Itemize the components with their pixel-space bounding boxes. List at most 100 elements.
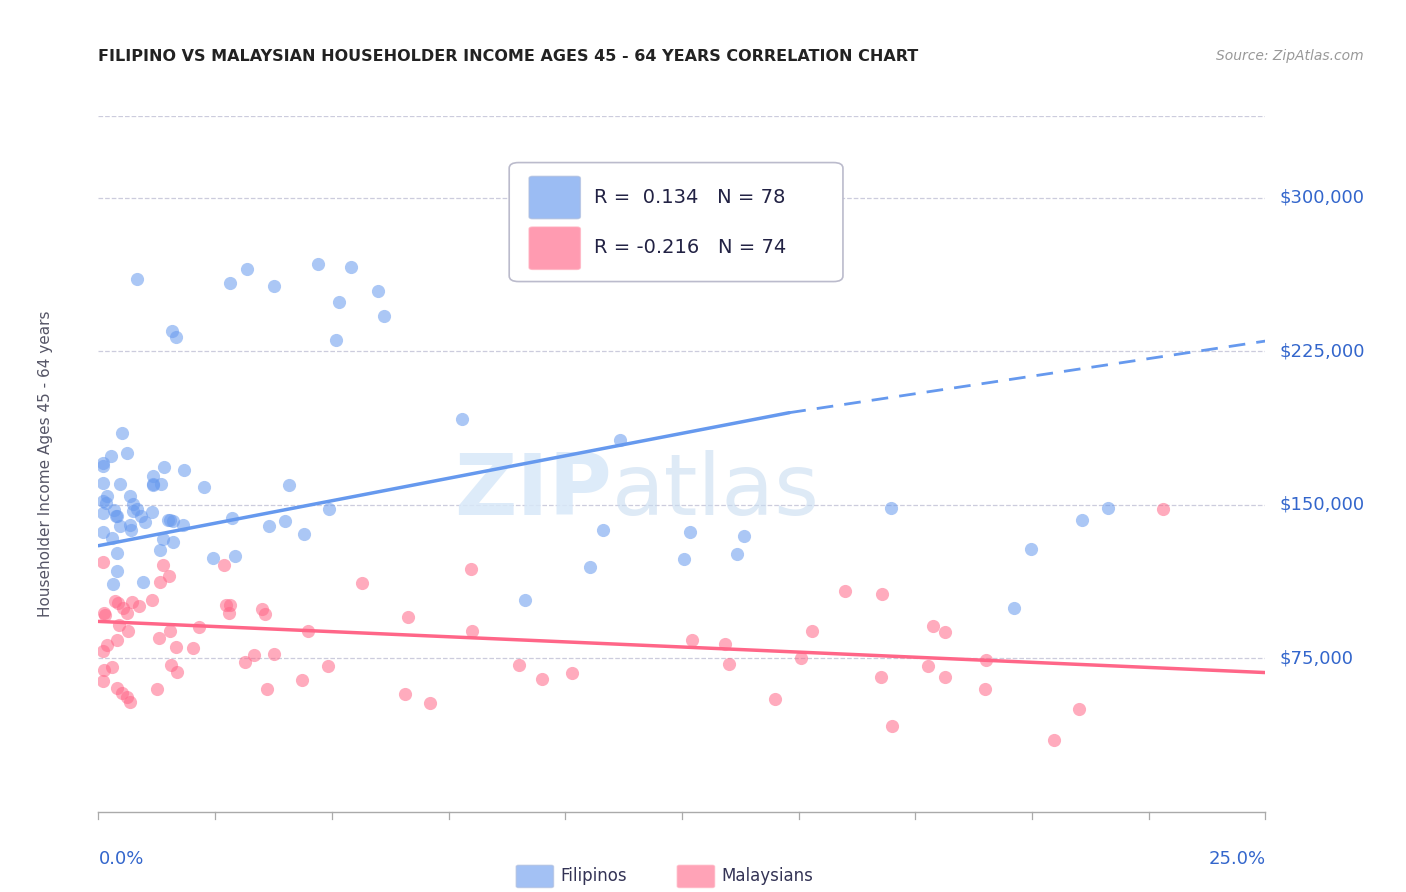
Point [218,606,240,620]
Point [578,559,600,574]
Point [166,665,188,680]
Point [165,330,187,344]
Text: R =  0.134   N = 78: R = 0.134 N = 78 [595,187,786,207]
Point [105,632,128,647]
Point [117,624,139,639]
Point [159,513,181,527]
Point [250,601,273,615]
Point [105,509,128,524]
Point [328,295,350,310]
Point [561,666,583,681]
Point [461,624,484,639]
Point [91,458,114,473]
Point [96,489,118,503]
Point [120,517,142,532]
Point [678,525,700,540]
Point [134,516,156,530]
Point [201,550,224,565]
Text: Malaysians: Malaysians [721,867,814,885]
FancyBboxPatch shape [516,865,554,888]
Point [243,648,266,662]
Point [307,257,329,271]
Point [157,513,180,527]
Point [253,607,276,622]
Point [1004,600,1026,615]
Point [120,489,142,503]
Point [101,577,124,591]
Point [122,497,145,511]
Point [880,719,903,733]
Point [149,542,172,557]
FancyBboxPatch shape [529,227,581,269]
Text: Source: ZipAtlas.com: Source: ZipAtlas.com [1216,49,1364,63]
Point [181,641,204,656]
Point [257,519,280,533]
Point [592,524,614,538]
Text: $225,000: $225,000 [1279,343,1365,360]
Point [162,514,184,528]
Point [530,672,553,686]
Point [108,519,131,533]
Point [870,587,893,601]
Point [142,478,165,492]
Text: Householder Income Ages 45 - 64 years: Householder Income Ages 45 - 64 years [38,310,53,617]
Point [609,433,631,447]
Point [373,309,395,323]
Point [159,624,181,638]
Point [173,463,195,477]
Point [91,476,114,491]
Point [297,624,319,638]
Point [101,531,124,545]
Point [105,509,128,524]
Point [292,526,315,541]
Point [121,595,143,609]
Point [91,674,114,689]
Point [318,502,340,516]
Point [132,575,155,590]
Point [91,506,114,520]
Point [94,608,117,623]
Point [396,609,419,624]
Point [763,692,786,706]
Point [1097,500,1119,515]
Point [120,695,142,709]
Point [508,657,530,672]
Point [193,480,215,494]
Point [96,638,118,652]
Point [263,278,285,293]
Point [917,659,939,673]
Text: ZIP: ZIP [454,450,612,533]
Point [105,545,128,559]
Point [115,606,138,620]
Point [834,583,856,598]
Point [125,502,148,516]
Point [128,599,150,613]
Point [394,687,416,701]
FancyBboxPatch shape [529,177,581,219]
Point [681,633,703,648]
Point [91,456,114,470]
Point [224,549,246,564]
Point [367,284,389,298]
Point [103,502,125,516]
Point [105,681,128,695]
Text: Filipinos: Filipinos [561,867,627,885]
Point [94,496,117,510]
FancyBboxPatch shape [678,865,714,888]
Point [165,640,187,654]
Point [152,459,174,474]
Text: FILIPINO VS MALAYSIAN HOUSEHOLDER INCOME AGES 45 - 64 YEARS CORRELATION CHART: FILIPINO VS MALAYSIAN HOUSEHOLDER INCOME… [98,49,918,64]
Point [142,477,165,491]
FancyBboxPatch shape [509,162,844,282]
Point [105,564,128,578]
Text: 25.0%: 25.0% [1208,850,1265,868]
Point [111,601,134,615]
Point [1042,733,1064,747]
Text: R = -0.216   N = 74: R = -0.216 N = 74 [595,238,786,258]
Text: atlas: atlas [612,450,820,533]
Point [91,494,114,508]
Point [93,606,115,620]
Text: $150,000: $150,000 [1279,496,1364,514]
Point [215,598,238,612]
Point [91,524,114,539]
